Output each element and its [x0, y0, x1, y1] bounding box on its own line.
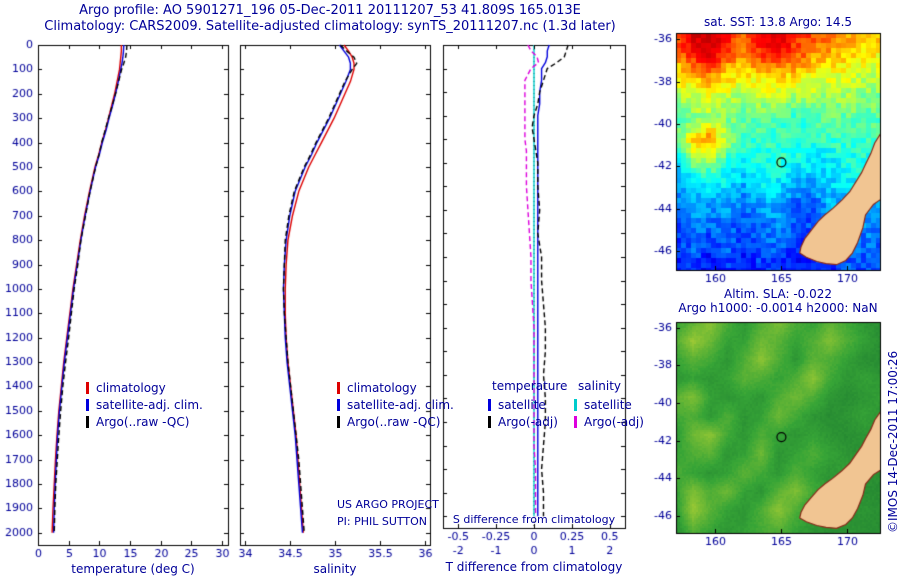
figure-subtitle: Climatology: CARS2009. Satellite-adjuste… [44, 19, 616, 34]
project-text-line1: US ARGO PROJECT [337, 498, 439, 511]
legend-label: satellite [584, 397, 632, 412]
legend-label: Argo(..raw -QC) [347, 414, 441, 429]
sla-map-title-line1: Altim. SLA: -0.022 [723, 287, 833, 301]
diff-legend-temperature-header: temperature [492, 379, 568, 393]
diff-legend-temperature-column: temperature satellite Argo(-adj) [488, 379, 567, 430]
legend-label: climatology [96, 380, 166, 395]
argo-line-sample-icon [337, 415, 340, 428]
satellite-line-sample-icon [86, 398, 89, 411]
legend-item-climatology: climatology [337, 379, 454, 396]
argo-line-sample-icon [86, 415, 89, 428]
diff-legend-salinity-column: salinity satellite Argo(-adj) [574, 379, 644, 430]
project-text-line2: PI: PHIL SUTTON [337, 515, 428, 528]
satellite-s-line-sample-icon [574, 398, 577, 411]
legend-item-satellite-t: satellite [488, 396, 567, 413]
legend-label: satellite-adj. clim. [96, 397, 203, 412]
argo-s-line-sample-icon [574, 415, 577, 428]
legend-label: Argo(..raw -QC) [96, 414, 190, 429]
sst-map-title: sat. SST: 13.8 Argo: 14.5 [703, 15, 853, 29]
sla-map-title-line2: Argo h1000: -0.0014 h2000: NaN [678, 301, 878, 315]
legend-item-satellite-adj: satellite-adj. clim. [337, 396, 454, 413]
figure-title: Argo profile: AO 5901271_196 05-Dec-2011… [79, 3, 581, 18]
legend-item-climatology: climatology [86, 379, 203, 396]
satellite-line-sample-icon [337, 398, 340, 411]
legend-item-argo-raw: Argo(..raw -QC) [86, 413, 203, 430]
salinity-axis-label: salinity [313, 562, 357, 576]
legend-item-argo-t: Argo(-adj) [488, 413, 567, 430]
s-difference-axis-label: S difference from climatology [452, 513, 616, 526]
argo-t-line-sample-icon [488, 415, 491, 428]
t-difference-axis-label: T difference from climatology [445, 560, 623, 574]
legend-item-satellite-s: satellite [574, 396, 644, 413]
legend-label: climatology [347, 380, 417, 395]
legend-label: Argo(-adj) [498, 414, 558, 429]
legend-item-argo-raw: Argo(..raw -QC) [337, 413, 454, 430]
temperature-legend: climatology satellite-adj. clim. Argo(..… [86, 379, 203, 430]
temperature-axis-label: temperature (deg C) [71, 562, 195, 576]
salinity-legend: climatology satellite-adj. clim. Argo(..… [337, 379, 454, 430]
copyright-text: ©IMOS 14-Dec-2011 17:00:26 [886, 350, 900, 533]
climatology-line-sample-icon [337, 381, 340, 394]
satellite-t-line-sample-icon [488, 398, 491, 411]
legend-item-satellite-adj: satellite-adj. clim. [86, 396, 203, 413]
legend-item-argo-s: Argo(-adj) [574, 413, 644, 430]
climatology-line-sample-icon [86, 381, 89, 394]
diff-legend-salinity-header: salinity [578, 379, 622, 393]
legend-label: Argo(-adj) [584, 414, 644, 429]
legend-label: satellite [498, 397, 546, 412]
legend-label: satellite-adj. clim. [347, 397, 454, 412]
